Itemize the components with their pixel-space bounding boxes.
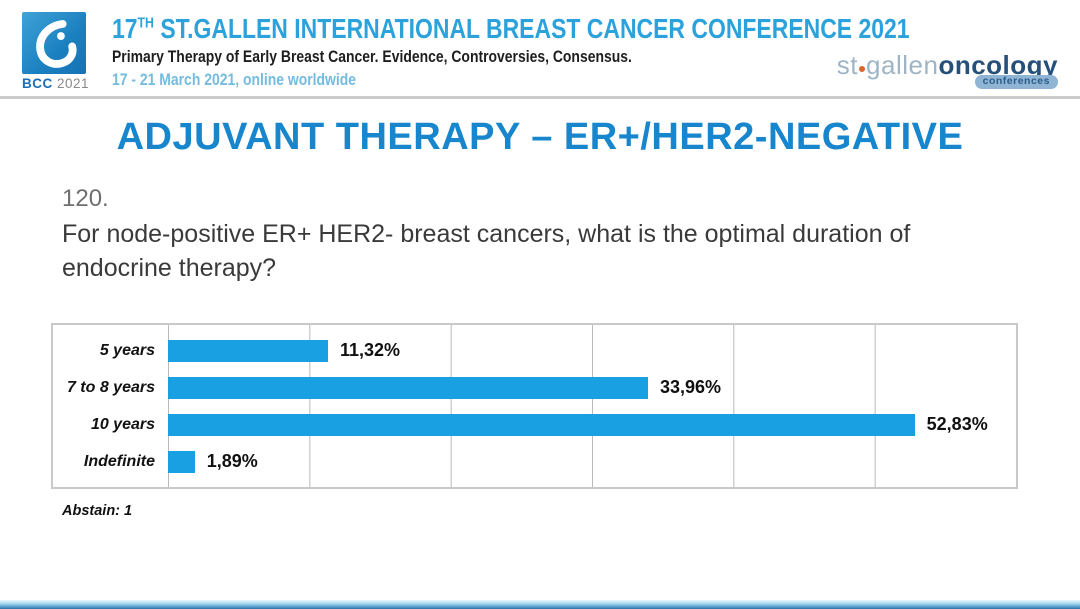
question-text: For node-positive ER+ HER2- breast cance… — [62, 220, 911, 282]
stgallen-oncology-logo: st gallenoncology conferences — [837, 52, 1058, 95]
chart-bar-track: 33,96% — [168, 376, 1016, 400]
chart-rows: 5 years 11,32% 7 to 8 years 33,96% 10 years 5… — [53, 325, 1016, 487]
chart-bar-track: 11,32% — [168, 339, 1016, 363]
question-number: 120. — [62, 185, 109, 212]
footer-strip — [0, 600, 1080, 609]
bcc-logo-block: BCC 2021 — [22, 12, 90, 91]
orange-dot-icon — [859, 66, 866, 72]
droplet-icon — [36, 20, 77, 68]
abstain-note: Abstain: 1 — [62, 503, 133, 519]
conference-title: 17TH ST.GALLEN INTERNATIONAL BREAST CANC… — [112, 13, 910, 44]
question-block: 120. For node-positive ER+ HER2- breast … — [62, 185, 942, 285]
chart-value-label: 33,96% — [659, 377, 722, 397]
chart-category-label: 7 to 8 years — [66, 378, 155, 396]
chart-bar — [168, 413, 915, 436]
poll-results-chart: 5 years 11,32% 7 to 8 years 33,96% 10 years 5… — [51, 323, 1018, 489]
stgallen-oncology-wordmark: st gallenoncology — [836, 50, 1058, 80]
chart-value-label: 11,32% — [339, 340, 401, 360]
bcc-year: 2021 — [57, 76, 90, 91]
chart-bar — [168, 339, 328, 362]
chart-bar-track: 52,83% — [168, 413, 1016, 437]
conferences-badge: conferences — [974, 75, 1058, 89]
chart-bar — [168, 376, 648, 399]
slide-title: ADJUVANT THERAPY – ER+/HER2-NEGATIVE — [116, 116, 964, 158]
conference-header: BCC 2021 17TH ST.GALLEN INTERNATIONAL BR… — [0, 0, 1080, 96]
chart-category-label: 5 years — [99, 341, 155, 359]
conference-subtitle: Primary Therapy of Early Breast Cancer. … — [112, 47, 632, 67]
chart-row: 5 years 11,32% — [53, 339, 1016, 363]
chart-category-label: Indefinite — [83, 452, 155, 470]
conference-date: 17 - 21 March 2021, online worldwide — [112, 70, 357, 90]
chart-row: Indefinite 1,89% — [53, 450, 1016, 474]
chart-bar-track: 1,89% — [168, 450, 1016, 474]
chart-row: 10 years 52,83% — [53, 413, 1016, 437]
bcc-logo — [22, 12, 86, 74]
conference-header-text: 17TH ST.GALLEN INTERNATIONAL BREAST CANC… — [112, 12, 1060, 90]
chart-row: 7 to 8 years 33,96% — [53, 376, 1016, 400]
chart-value-label: 1,89% — [206, 451, 258, 471]
chart-category-label: 10 years — [90, 415, 155, 433]
bcc-logo-caption: BCC 2021 — [22, 76, 90, 91]
chart-bar — [168, 450, 195, 473]
header-divider — [0, 96, 1080, 99]
bcc-text: BCC — [22, 76, 53, 91]
chart-value-label: 52,83% — [926, 414, 988, 434]
